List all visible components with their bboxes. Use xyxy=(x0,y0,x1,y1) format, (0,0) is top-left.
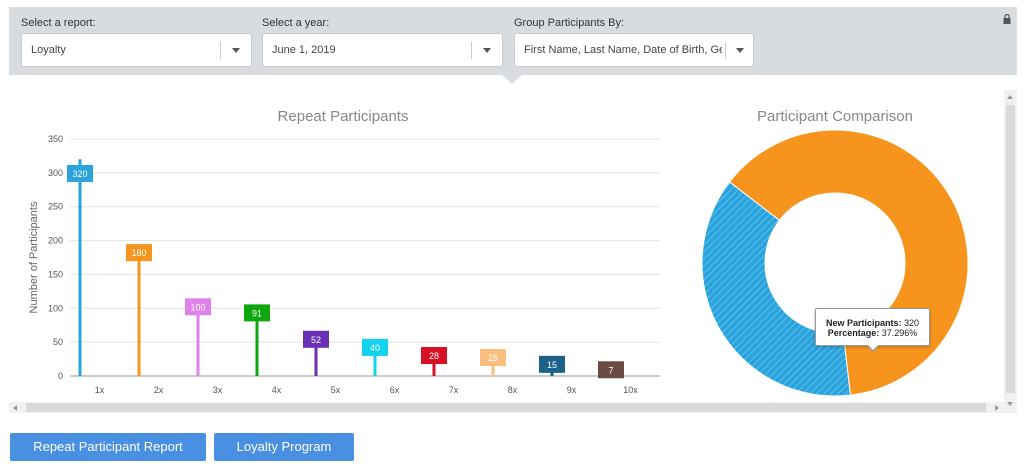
horizontal-scrollbar-thumb[interactable] xyxy=(26,403,986,412)
data-label-box xyxy=(362,338,388,356)
x-tick-label: 5x xyxy=(331,385,341,395)
data-label-box xyxy=(67,165,93,182)
chevron-down-icon[interactable] xyxy=(232,48,240,53)
y-axis-title: Number of Participants xyxy=(28,201,40,313)
x-tick-label: 10x xyxy=(623,385,638,395)
donut-slice-new xyxy=(701,181,852,397)
data-label-box xyxy=(303,330,329,348)
y-tick-label: 300 xyxy=(48,168,63,178)
scroll-left-icon[interactable] xyxy=(13,405,17,411)
data-label: 91 xyxy=(252,308,262,318)
year-filter-label: Select a year: xyxy=(262,17,330,29)
select-divider xyxy=(471,42,472,59)
group-select[interactable]: First Name, Last Name, Date of Birth, Ge… xyxy=(514,33,754,67)
data-label-box xyxy=(126,244,152,262)
data-label: 15 xyxy=(547,360,557,370)
scroll-right-icon[interactable] xyxy=(995,405,999,411)
chevron-down-icon[interactable] xyxy=(483,48,491,53)
lock-icon xyxy=(1003,14,1011,24)
data-label: 320 xyxy=(72,169,87,179)
x-tick-label: 1x xyxy=(95,385,105,395)
data-label: 52 xyxy=(311,335,321,345)
bar xyxy=(373,348,377,376)
data-label-box xyxy=(539,355,565,373)
x-tick-label: 9x xyxy=(567,385,577,395)
year-select-value: June 1, 2019 xyxy=(272,44,336,56)
bar xyxy=(196,308,200,376)
participant-comparison-title: Participant Comparison xyxy=(757,108,913,125)
data-label-box xyxy=(480,349,506,367)
tooltip-pct-value: 37.296% xyxy=(881,328,918,338)
group-select-value: First Name, Last Name, Date of Birth, Ge… xyxy=(524,44,722,56)
tooltip-pct-label: Percentage: xyxy=(827,328,880,338)
data-label-box xyxy=(244,304,270,322)
report-filter-label: Select a report: xyxy=(21,17,96,29)
vertical-scrollbar[interactable] xyxy=(1004,90,1017,413)
data-label: 40 xyxy=(370,343,380,353)
group-filter-label: Group Participants By: xyxy=(514,17,625,29)
select-divider xyxy=(220,42,221,59)
horizontal-scrollbar[interactable] xyxy=(9,402,1004,413)
bar xyxy=(137,254,141,376)
y-tick-label: 250 xyxy=(48,202,63,212)
bar xyxy=(314,340,318,376)
donut-tooltip: New Participants: 320 Percentage: 37.296… xyxy=(815,308,930,346)
select-divider xyxy=(725,42,726,59)
x-tick-label: 6x xyxy=(390,385,400,395)
repeat-participants-chart: 0 50 100 150 200 250 300 350 Number of Participa… xyxy=(28,134,660,395)
data-label: 180 xyxy=(131,248,146,258)
tooltip-new-label: New Participants: xyxy=(825,318,902,328)
x-tick-label: 4x xyxy=(272,385,282,395)
repeat-participant-report-button[interactable]: Repeat Participant Report xyxy=(10,433,206,461)
data-label-box xyxy=(185,298,211,316)
data-label: 7 xyxy=(608,365,613,375)
x-tick-label: 7x xyxy=(449,385,459,395)
scroll-up-icon[interactable] xyxy=(1007,95,1013,99)
report-select-value: Loyalty xyxy=(31,44,66,56)
chevron-down-icon[interactable] xyxy=(736,48,744,53)
x-tick-label: 3x xyxy=(213,385,223,395)
bar xyxy=(78,159,82,376)
bar xyxy=(491,359,495,376)
scroll-down-icon[interactable] xyxy=(1007,402,1013,406)
group-filter: Group Participants By: First Name, Last … xyxy=(514,16,754,67)
data-label: 25 xyxy=(488,353,498,363)
filter-bar: Select a report: Loyalty Select a year: … xyxy=(9,7,1017,75)
report-select[interactable]: Loyalty xyxy=(21,33,252,67)
year-select[interactable]: June 1, 2019 xyxy=(262,33,503,67)
y-tick-label: 350 xyxy=(48,134,63,144)
tooltip-new-value: 320 xyxy=(904,318,920,328)
y-tick-label: 0 xyxy=(58,371,63,381)
loyalty-program-button[interactable]: Loyalty Program xyxy=(214,433,354,461)
report-filter: Select a report: Loyalty xyxy=(21,16,252,67)
data-label-box xyxy=(598,361,624,379)
y-tick-label: 100 xyxy=(48,303,63,313)
repeat-participants-title: Repeat Participants xyxy=(277,108,409,125)
year-filter: Select a year: June 1, 2019 xyxy=(262,16,503,67)
y-tick-label: 200 xyxy=(48,236,63,246)
participant-comparison-chart xyxy=(701,129,969,397)
tooltip-pointer-fill xyxy=(868,345,878,350)
x-tick-label: 8x xyxy=(508,385,518,395)
y-tick-label: 50 xyxy=(53,337,63,347)
x-tick-label: 2x xyxy=(154,385,164,395)
vertical-scrollbar-thumb[interactable] xyxy=(1006,105,1015,393)
filter-bar-pointer xyxy=(502,75,522,84)
bar xyxy=(255,314,259,376)
data-label: 100 xyxy=(190,302,205,312)
bar xyxy=(432,357,436,376)
data-label: 28 xyxy=(429,351,439,361)
data-label-box xyxy=(421,347,447,365)
y-tick-label: 150 xyxy=(48,269,63,279)
